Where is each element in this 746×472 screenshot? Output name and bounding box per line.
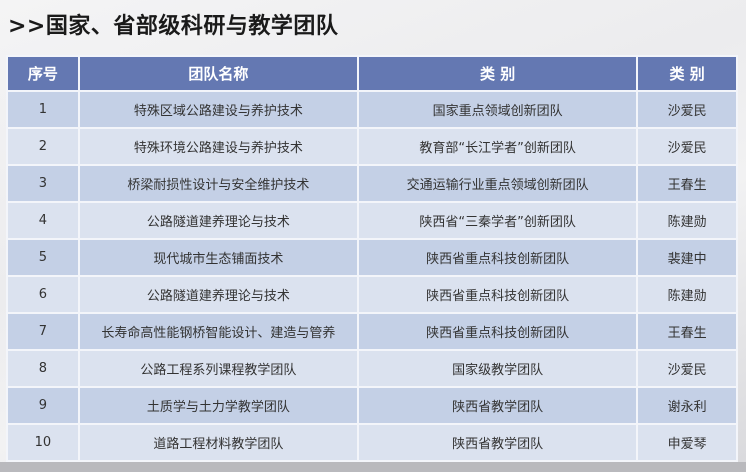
table-row: 8 公路工程系列课程教学团队 国家级教学团队 沙爱民 — [6, 349, 738, 388]
page-title: >>国家、省部级科研与教学团队 — [8, 14, 339, 39]
table-row: 7 长寿命高性能钢桥智能设计、建造与管养 陕西省重点科技创新团队 王春生 — [6, 312, 738, 351]
cell-index: 1 — [6, 90, 80, 129]
table-header-row: 序号 团队名称 类 别 类 别 — [6, 55, 738, 92]
cell-leader: 沙爱民 — [636, 349, 738, 388]
cell-index: 6 — [6, 275, 80, 314]
cell-team-name: 道路工程材料教学团队 — [77, 423, 360, 462]
table-row: 9 土质学与土力学教学团队 陕西省教学团队 谢永利 — [6, 386, 738, 425]
cell-team-name: 公路隧道建养理论与技术 — [77, 275, 360, 314]
cell-leader: 沙爱民 — [636, 90, 738, 129]
cell-category: 国家重点领域创新团队 — [357, 90, 639, 129]
cell-category: 陕西省教学团队 — [357, 386, 639, 425]
cell-team-name: 特殊区域公路建设与养护技术 — [77, 90, 360, 129]
header-category: 类 别 — [357, 55, 639, 92]
table-row: 4 公路隧道建养理论与技术 陕西省“三秦学者”创新团队 陈建勋 — [6, 201, 738, 240]
cell-category: 陕西省“三秦学者”创新团队 — [357, 201, 639, 240]
table-row: 1 特殊区域公路建设与养护技术 国家重点领域创新团队 沙爱民 — [6, 90, 738, 129]
table-row: 3 桥梁耐损性设计与安全维护技术 交通运输行业重点领域创新团队 王春生 — [6, 164, 738, 203]
header-leader: 类 别 — [636, 55, 738, 92]
cell-index: 3 — [6, 164, 80, 203]
cell-leader: 裴建中 — [636, 238, 738, 277]
cell-category: 陕西省教学团队 — [357, 423, 639, 462]
table-row: 2 特殊环境公路建设与养护技术 教育部“长江学者”创新团队 沙爱民 — [6, 127, 738, 166]
cell-index: 4 — [6, 201, 80, 240]
cell-leader: 谢永利 — [636, 386, 738, 425]
cell-index: 9 — [6, 386, 80, 425]
header-team-name: 团队名称 — [77, 55, 360, 92]
cell-category: 交通运输行业重点领域创新团队 — [357, 164, 639, 203]
cell-leader: 沙爱民 — [636, 127, 738, 166]
cell-team-name: 公路隧道建养理论与技术 — [77, 201, 360, 240]
cell-team-name: 公路工程系列课程教学团队 — [77, 349, 360, 388]
table-row: 6 公路隧道建养理论与技术 陕西省重点科技创新团队 陈建勋 — [6, 275, 738, 314]
background-strip — [0, 462, 746, 472]
header-index: 序号 — [6, 55, 80, 92]
cell-leader: 王春生 — [636, 312, 738, 351]
cell-team-name: 现代城市生态铺面技术 — [77, 238, 360, 277]
cell-index: 5 — [6, 238, 80, 277]
cell-leader: 陈建勋 — [636, 275, 738, 314]
cell-category: 陕西省重点科技创新团队 — [357, 238, 639, 277]
cell-team-name: 特殊环境公路建设与养护技术 — [77, 127, 360, 166]
cell-category: 陕西省重点科技创新团队 — [357, 312, 639, 351]
cell-category: 教育部“长江学者”创新团队 — [357, 127, 639, 166]
cell-category: 国家级教学团队 — [357, 349, 639, 388]
cell-team-name: 土质学与土力学教学团队 — [77, 386, 360, 425]
cell-category: 陕西省重点科技创新团队 — [357, 275, 639, 314]
cell-leader: 申爱琴 — [636, 423, 738, 462]
cell-team-name: 桥梁耐损性设计与安全维护技术 — [77, 164, 360, 203]
cell-index: 10 — [6, 423, 80, 462]
team-table: 序号 团队名称 类 别 类 别 1 特殊区域公路建设与养护技术 国家重点领域创新团队… — [6, 55, 738, 462]
cell-leader: 王春生 — [636, 164, 738, 203]
cell-leader: 陈建勋 — [636, 201, 738, 240]
cell-index: 7 — [6, 312, 80, 351]
cell-index: 8 — [6, 349, 80, 388]
cell-index: 2 — [6, 127, 80, 166]
table-row: 5 现代城市生态铺面技术 陕西省重点科技创新团队 裴建中 — [6, 238, 738, 277]
cell-team-name: 长寿命高性能钢桥智能设计、建造与管养 — [77, 312, 360, 351]
table-row: 10 道路工程材料教学团队 陕西省教学团队 申爱琴 — [6, 423, 738, 462]
